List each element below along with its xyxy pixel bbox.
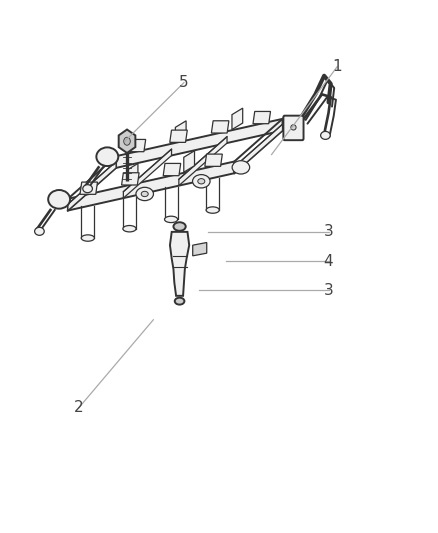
Ellipse shape: [291, 125, 296, 130]
Polygon shape: [179, 136, 227, 185]
Polygon shape: [175, 121, 186, 142]
Polygon shape: [212, 121, 229, 133]
Polygon shape: [119, 130, 135, 153]
Polygon shape: [127, 164, 138, 185]
Polygon shape: [184, 151, 194, 172]
Ellipse shape: [232, 160, 250, 174]
Ellipse shape: [136, 187, 153, 200]
Polygon shape: [170, 130, 187, 142]
Ellipse shape: [165, 216, 178, 223]
Ellipse shape: [321, 132, 330, 140]
Ellipse shape: [124, 137, 131, 146]
Polygon shape: [253, 111, 271, 124]
Polygon shape: [122, 173, 139, 185]
Ellipse shape: [96, 147, 118, 166]
Ellipse shape: [83, 185, 92, 193]
Ellipse shape: [48, 190, 70, 208]
Polygon shape: [170, 232, 189, 296]
Polygon shape: [80, 182, 98, 195]
FancyBboxPatch shape: [283, 116, 304, 140]
Ellipse shape: [173, 222, 186, 231]
Polygon shape: [116, 119, 283, 168]
Polygon shape: [205, 154, 223, 166]
Ellipse shape: [198, 179, 205, 184]
Text: 4: 4: [324, 254, 333, 269]
Polygon shape: [128, 140, 146, 152]
Ellipse shape: [81, 235, 95, 241]
Text: 2: 2: [74, 400, 84, 415]
Polygon shape: [163, 164, 181, 176]
Ellipse shape: [35, 227, 44, 236]
Text: 5: 5: [179, 75, 189, 90]
Ellipse shape: [175, 297, 184, 305]
Polygon shape: [193, 243, 207, 256]
Polygon shape: [234, 124, 283, 173]
Ellipse shape: [206, 207, 219, 213]
Text: 1: 1: [332, 59, 342, 74]
Ellipse shape: [123, 225, 136, 232]
Polygon shape: [68, 161, 116, 211]
Ellipse shape: [193, 175, 210, 188]
Text: 3: 3: [324, 283, 333, 298]
Polygon shape: [232, 108, 243, 130]
Polygon shape: [124, 149, 172, 198]
Text: 3: 3: [324, 224, 333, 239]
Polygon shape: [68, 161, 234, 211]
Ellipse shape: [141, 191, 148, 197]
